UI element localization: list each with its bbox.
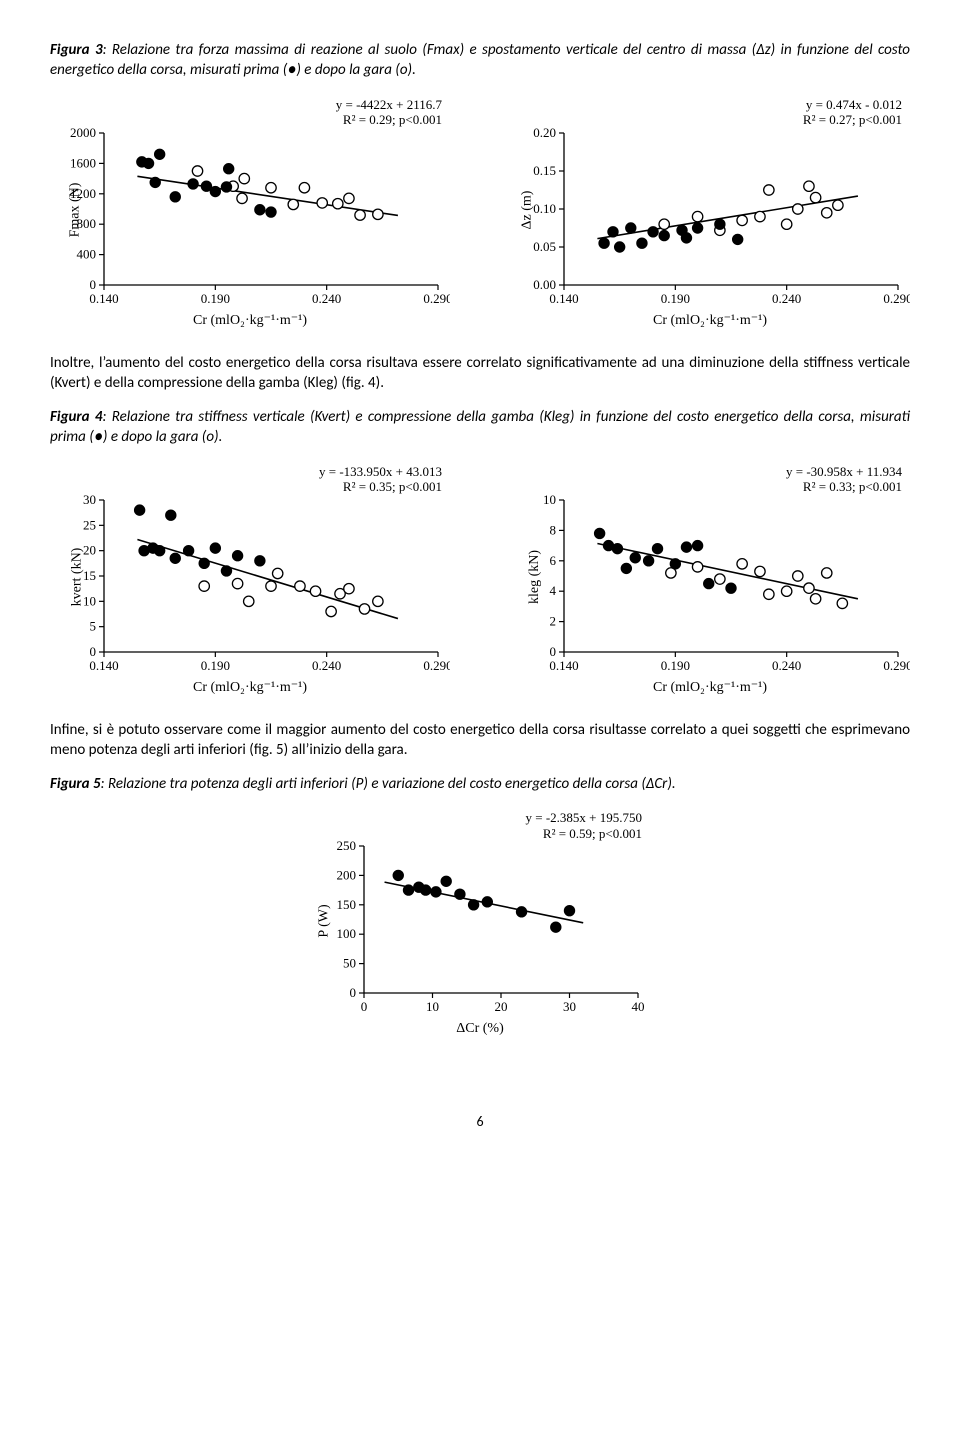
y-axis-label: Fmax (N)	[67, 182, 83, 237]
chart-svg: 0 2 4 6 8 10 0.140 0.190 0.240 0.290	[510, 462, 910, 692]
regression-equation: y = 0.474x - 0.012R² = 0.27; p<0.001	[803, 97, 902, 128]
figure4-caption: Figura 4: Relazione tra stiffness vertic…	[50, 407, 910, 448]
svg-text:0: 0	[361, 999, 368, 1014]
chart-svg: 04008001200160020000.1400.1900.2400.290	[50, 95, 450, 325]
svg-text:0.140: 0.140	[89, 658, 118, 673]
figure3-charts: 04008001200160020000.1400.1900.2400.290F…	[50, 95, 910, 325]
chart-power: 050100150200250010203040P (W)ΔCr (%)y = …	[310, 808, 650, 1033]
svg-text:20: 20	[495, 999, 508, 1014]
svg-text:6: 6	[550, 552, 557, 567]
svg-text:0: 0	[90, 277, 97, 292]
figure5-text: : Relazione tra potenza degli arti infer…	[101, 775, 676, 793]
figure5-label: Figura 5	[50, 775, 101, 793]
paragraph-2: Infine, si è potuto osservare come il ma…	[50, 720, 910, 761]
chart-fmax: 04008001200160020000.1400.1900.2400.290F…	[50, 95, 450, 325]
svg-text:0: 0	[550, 644, 557, 659]
paragraph-1: Inoltre, l’aumento del costo energetico …	[50, 353, 910, 394]
page-number: 6	[50, 1113, 910, 1130]
svg-text:10: 10	[426, 999, 439, 1014]
svg-text:0.190: 0.190	[201, 658, 230, 673]
figure3-label: Figura 3	[50, 41, 103, 59]
y-axis-label: Δz (m)	[519, 190, 535, 229]
svg-text:10: 10	[543, 492, 556, 507]
svg-text:0: 0	[90, 644, 97, 659]
svg-text:0: 0	[350, 985, 357, 1000]
svg-text:0.290: 0.290	[423, 658, 450, 673]
svg-text:0.240: 0.240	[312, 291, 341, 306]
figure4-label: Figura 4	[50, 408, 102, 426]
figure4-text: : Relazione tra stiffness verticale (Kve…	[50, 408, 910, 446]
svg-text:0.140: 0.140	[89, 291, 118, 306]
chart-dz: 0.00 0.05 0.10 0.15 0.20 0.140 0.190 0.240 0.290…	[510, 95, 910, 325]
svg-text:50: 50	[343, 956, 356, 971]
svg-text:8: 8	[550, 522, 557, 537]
svg-text:0.290: 0.290	[883, 291, 910, 306]
x-axis-label: ΔCr (%)	[456, 1021, 504, 1037]
svg-text:30: 30	[563, 999, 576, 1014]
svg-text:2: 2	[550, 613, 557, 628]
svg-text:1600: 1600	[70, 155, 96, 170]
svg-text:40: 40	[632, 999, 645, 1014]
svg-text:200: 200	[337, 868, 357, 883]
x-axis-label: Cr (mlO₂·kg⁻¹·m⁻¹)	[653, 312, 767, 329]
svg-text:0.290: 0.290	[423, 291, 450, 306]
svg-text:0.290: 0.290	[883, 658, 910, 673]
x-axis-label: Cr (mlO₂·kg⁻¹·m⁻¹)	[193, 679, 307, 696]
chart-svg: 0510152025300.1400.1900.2400.290	[50, 462, 450, 692]
svg-text:0.240: 0.240	[772, 291, 801, 306]
regression-equation: y = -30.958x + 11.934R² = 0.33; p<0.001	[786, 464, 902, 495]
regression-equation: y = -2.385x + 195.750R² = 0.59; p<0.001	[526, 810, 643, 841]
chart-kvert: 0510152025300.1400.1900.2400.290kvert (k…	[50, 462, 450, 692]
svg-text:0.20: 0.20	[533, 125, 556, 140]
y-axis-label: P (W)	[317, 904, 333, 937]
svg-text:250: 250	[337, 838, 357, 853]
svg-text:4: 4	[550, 583, 557, 598]
x-axis-label: Cr (mlO₂·kg⁻¹·m⁻¹)	[193, 312, 307, 329]
x-axis-label: Cr (mlO₂·kg⁻¹·m⁻¹)	[653, 679, 767, 696]
svg-text:0.05: 0.05	[533, 239, 556, 254]
chart-svg: 0 50 100 150 200 250 0 10 20 30 40	[310, 808, 650, 1033]
svg-text:5: 5	[90, 618, 97, 633]
figure3-text: : Relazione tra forza massima di reazion…	[50, 41, 910, 79]
svg-text:0.240: 0.240	[312, 658, 341, 673]
svg-text:0.15: 0.15	[533, 163, 556, 178]
svg-text:0.00: 0.00	[533, 277, 556, 292]
figure5-chart-wrap: 050100150200250010203040P (W)ΔCr (%)y = …	[50, 808, 910, 1033]
svg-text:150: 150	[337, 897, 357, 912]
svg-text:0.140: 0.140	[549, 658, 578, 673]
svg-text:0.190: 0.190	[201, 291, 230, 306]
figure3-caption: Figura 3: Relazione tra forza massima di…	[50, 40, 910, 81]
y-axis-label: kvert (kN)	[69, 547, 85, 606]
svg-text:0.140: 0.140	[549, 291, 578, 306]
regression-equation: y = -133.950x + 43.013R² = 0.35; p<0.001	[319, 464, 442, 495]
svg-text:0.10: 0.10	[533, 201, 556, 216]
svg-text:100: 100	[337, 926, 357, 941]
svg-text:0.190: 0.190	[661, 658, 690, 673]
svg-text:0.240: 0.240	[772, 658, 801, 673]
svg-text:2000: 2000	[70, 125, 96, 140]
figure4-charts: 0510152025300.1400.1900.2400.290kvert (k…	[50, 462, 910, 692]
svg-text:400: 400	[77, 246, 97, 261]
chart-svg: 0.00 0.05 0.10 0.15 0.20 0.140 0.190 0.240 0.290	[510, 95, 910, 325]
svg-text:25: 25	[83, 517, 96, 532]
chart-kleg: 02468100.1400.1900.2400.290kleg (kN)Cr (…	[510, 462, 910, 692]
svg-text:30: 30	[83, 492, 96, 507]
figure5-caption: Figura 5: Relazione tra potenza degli ar…	[50, 774, 910, 794]
y-axis-label: kleg (kN)	[527, 549, 543, 603]
svg-text:0.190: 0.190	[661, 291, 690, 306]
regression-equation: y = -4422x + 2116.7R² = 0.29; p<0.001	[336, 97, 442, 128]
